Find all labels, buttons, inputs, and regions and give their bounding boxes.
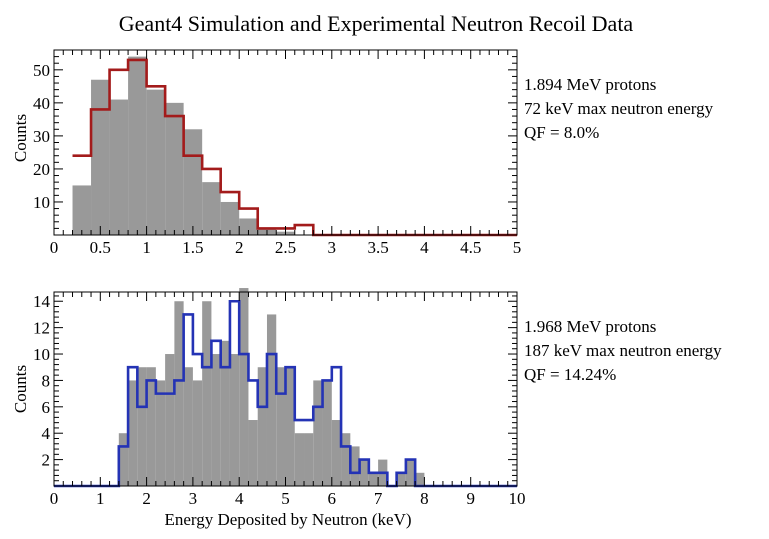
top-data-bars [72, 56, 295, 236]
top-x-tick-label: 5 [513, 238, 522, 257]
top-y-tick-label: 50 [33, 61, 50, 80]
top-x-tick-label: 0 [50, 238, 59, 257]
bottom-data-bar [341, 433, 351, 486]
top-x-axis: 0 0.5 1 1.5 2 2.5 3 3.5 4 4.5 5 [50, 50, 522, 257]
bottom-data-bar [118, 433, 129, 486]
bottom-data-bar [146, 367, 156, 486]
bottom-x-tick-label: 8 [420, 489, 429, 508]
top-data-bar [202, 182, 221, 235]
top-x-tick-label: 4 [420, 238, 429, 257]
bottom-x-tick-label: 10 [509, 489, 526, 508]
bottom-annotation-protons: 1.968 MeV protons [524, 317, 656, 336]
top-y-tick-label: 10 [33, 193, 50, 212]
bottom-y-tick-label: 2 [42, 451, 51, 470]
top-data-bar [109, 99, 129, 235]
top-data-bar [183, 129, 203, 235]
top-x-tick-label: 4.5 [460, 238, 481, 257]
bottom-data-bar [174, 301, 184, 486]
bottom-y-tick-label: 10 [33, 345, 50, 364]
bottom-data-bar [276, 367, 286, 486]
bottom-data-bar [192, 380, 203, 486]
bottom-x-tick-label: 1 [96, 489, 105, 508]
bottom-y-tick-label: 6 [42, 398, 51, 417]
top-y-tick-label: 20 [33, 160, 50, 179]
bottom-y-axis: 2 4 6 8 10 12 14 [33, 292, 517, 482]
top-x-tick-label: 0.5 [90, 238, 111, 257]
bottom-data-bar [350, 446, 360, 486]
top-x-tick-label: 3.5 [367, 238, 388, 257]
bottom-data-bar [313, 380, 323, 486]
bottom-data-bar [266, 314, 277, 486]
top-x-tick-label: 1 [142, 238, 151, 257]
top-data-bar [128, 56, 147, 235]
bottom-y-tick-label: 8 [42, 371, 51, 390]
top-y-tick-label: 30 [33, 127, 50, 146]
bottom-data-bar [183, 367, 193, 486]
bottom-annotation-max-energy: 187 keV max neutron energy [524, 341, 722, 360]
bottom-x-axis: 0 1 2 3 4 5 6 7 8 9 10 [50, 292, 526, 508]
top-data-bar [165, 102, 184, 235]
bottom-data-bar [304, 433, 314, 486]
bottom-data-bar [137, 367, 147, 486]
bottom-x-tick-label: 3 [189, 489, 198, 508]
top-data-bar [220, 201, 240, 235]
top-y-axis-label: Counts [11, 114, 30, 162]
bottom-data-bar [248, 420, 258, 486]
bottom-data-bar [368, 472, 379, 486]
top-data-bar [146, 89, 166, 236]
bottom-data-bar [211, 354, 221, 486]
bottom-data-bar [239, 288, 249, 486]
bottom-data-bar [285, 367, 295, 486]
bottom-data-bar [155, 380, 166, 486]
bottom-y-tick-label: 14 [33, 292, 51, 311]
top-x-tick-label: 2 [235, 238, 244, 257]
bottom-data-bar [331, 420, 342, 486]
bottom-x-tick-label: 0 [50, 489, 59, 508]
bottom-data-bar [202, 301, 212, 486]
bottom-data-bar [128, 380, 138, 486]
bottom-data-bar [396, 472, 406, 486]
bottom-data-bar [165, 354, 175, 486]
bottom-data-bar [257, 367, 267, 486]
bottom-data-bar [229, 354, 240, 486]
top-data-bar [91, 79, 110, 235]
bottom-data-bar [322, 380, 332, 486]
top-y-axis: 10 20 30 40 50 [33, 49, 517, 229]
bottom-simulation-line [54, 299, 517, 488]
top-annotation-protons: 1.894 MeV protons [524, 75, 656, 94]
bottom-x-tick-label: 9 [466, 489, 475, 508]
top-y-tick-label: 40 [33, 94, 50, 113]
bottom-x-tick-label: 2 [142, 489, 151, 508]
chart-title: Geant4 Simulation and Experimental Neutr… [119, 11, 634, 36]
bottom-data-bars [118, 288, 425, 486]
x-axis-label: Energy Deposited by Neutron (keV) [164, 510, 411, 529]
bottom-data-bar [359, 459, 369, 486]
top-x-tick-label: 3 [328, 238, 337, 257]
bottom-data-bar [415, 472, 425, 486]
top-data-bar [239, 218, 258, 235]
bottom-annotation-qf: QF = 14.24% [524, 365, 616, 384]
bottom-x-tick-label: 7 [374, 489, 383, 508]
bottom-data-bar [294, 433, 305, 486]
bottom-y-axis-label: Counts [11, 365, 30, 413]
top-annotation-max-energy: 72 keV max neutron energy [524, 99, 714, 118]
bottom-data-bar [220, 340, 230, 486]
bottom-y-tick-label: 12 [33, 319, 50, 338]
bottom-y-tick-label: 4 [42, 424, 51, 443]
bottom-data-bar [405, 459, 416, 486]
top-x-tick-label: 1.5 [182, 238, 203, 257]
top-data-bar [72, 185, 92, 235]
bottom-x-tick-label: 6 [328, 489, 337, 508]
top-annotation-qf: QF = 8.0% [524, 123, 599, 142]
bottom-x-tick-label: 5 [281, 489, 290, 508]
top-x-tick-label: 2.5 [275, 238, 296, 257]
bottom-x-tick-label: 4 [235, 489, 244, 508]
